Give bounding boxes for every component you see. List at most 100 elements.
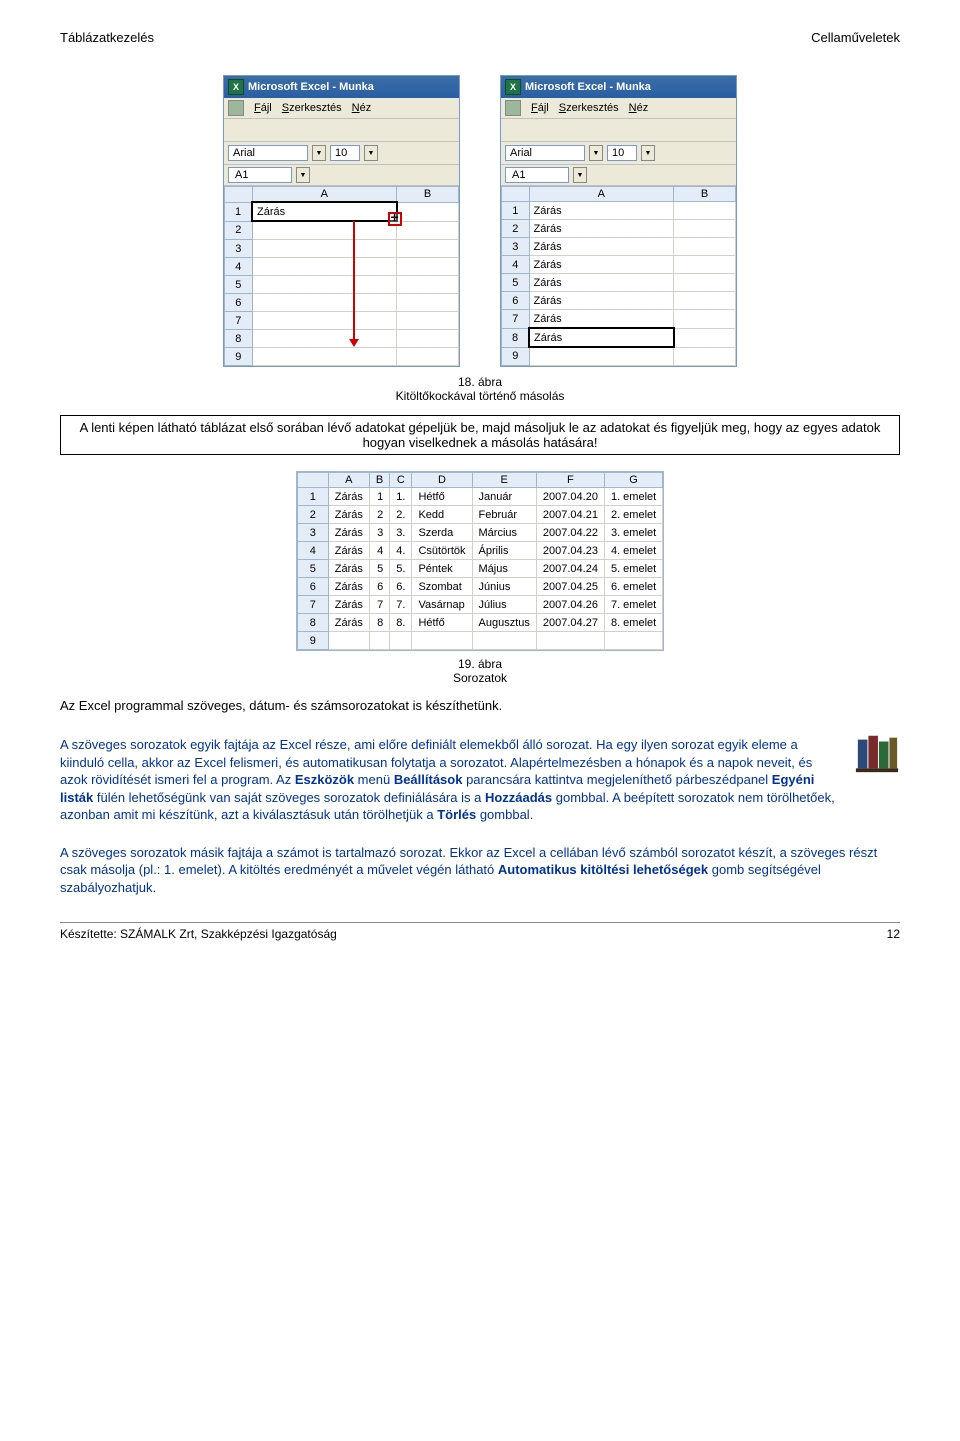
cell[interactable]: Augusztus: [472, 614, 536, 632]
row-header[interactable]: 8: [297, 614, 328, 632]
row-header[interactable]: 3: [502, 238, 530, 256]
cell[interactable]: 5. emelet: [604, 560, 662, 578]
col-header-a[interactable]: A: [529, 187, 674, 202]
cell[interactable]: [369, 632, 389, 650]
row-header[interactable]: 1: [225, 202, 253, 221]
cell[interactable]: Január: [472, 488, 536, 506]
row-header[interactable]: 2: [297, 506, 328, 524]
col-header[interactable]: B: [369, 473, 389, 488]
chevron-down-icon[interactable]: ▼: [364, 145, 378, 161]
cell[interactable]: 2007.04.24: [536, 560, 604, 578]
chevron-down-icon[interactable]: ▼: [296, 167, 310, 183]
row-header[interactable]: 9: [297, 632, 328, 650]
cell[interactable]: [529, 347, 674, 366]
cell[interactable]: Június: [472, 578, 536, 596]
chevron-down-icon[interactable]: ▼: [589, 145, 603, 161]
cell[interactable]: [397, 330, 459, 348]
cell[interactable]: [674, 274, 736, 292]
fill-handle[interactable]: +: [388, 212, 402, 226]
cell-a1[interactable]: Zárás +: [252, 202, 397, 221]
cell[interactable]: Zárás: [328, 506, 369, 524]
col-header-b[interactable]: B: [397, 187, 459, 203]
cell[interactable]: Április: [472, 542, 536, 560]
row-header[interactable]: 1: [297, 488, 328, 506]
row-header[interactable]: 9: [502, 347, 530, 366]
menu-file[interactable]: Fájl: [531, 102, 549, 114]
row-header[interactable]: 4: [225, 258, 253, 276]
row-header[interactable]: 8: [502, 328, 530, 347]
menu-edit[interactable]: Szerkesztés: [282, 102, 342, 114]
cell[interactable]: Zárás: [328, 488, 369, 506]
name-box[interactable]: A1: [505, 167, 569, 183]
cell[interactable]: [397, 348, 459, 366]
cell[interactable]: [674, 202, 736, 220]
cell[interactable]: Szombat: [412, 578, 472, 596]
cell[interactable]: 6.: [390, 578, 412, 596]
row-header[interactable]: 5: [502, 274, 530, 292]
row-header[interactable]: 7: [225, 312, 253, 330]
row-header[interactable]: 6: [297, 578, 328, 596]
row-header[interactable]: 1: [502, 202, 530, 220]
row-header[interactable]: 2: [502, 220, 530, 238]
cell[interactable]: Zárás: [529, 238, 674, 256]
cell[interactable]: Zárás: [328, 524, 369, 542]
cell[interactable]: 5: [369, 560, 389, 578]
cell[interactable]: [252, 348, 397, 366]
col-header[interactable]: A: [328, 473, 369, 488]
font-size-selector[interactable]: 10: [607, 145, 637, 161]
col-header-b[interactable]: B: [674, 187, 736, 202]
cell[interactable]: 8. emelet: [604, 614, 662, 632]
cell[interactable]: 2. emelet: [604, 506, 662, 524]
chevron-down-icon[interactable]: ▼: [573, 167, 587, 183]
cell[interactable]: 2007.04.26: [536, 596, 604, 614]
name-box[interactable]: A1: [228, 167, 292, 183]
cell[interactable]: Hétfő: [412, 614, 472, 632]
font-selector[interactable]: Arial: [505, 145, 585, 161]
cell[interactable]: [674, 220, 736, 238]
col-header[interactable]: D: [412, 473, 472, 488]
cell[interactable]: 4.: [390, 542, 412, 560]
cell[interactable]: Zárás: [529, 274, 674, 292]
row-header[interactable]: 9: [225, 348, 253, 366]
cell[interactable]: [397, 221, 459, 240]
cell[interactable]: [397, 240, 459, 258]
cell[interactable]: 8.: [390, 614, 412, 632]
cell[interactable]: 2007.04.21: [536, 506, 604, 524]
cell[interactable]: 6: [369, 578, 389, 596]
cell[interactable]: 2007.04.23: [536, 542, 604, 560]
cell[interactable]: Hétfő: [412, 488, 472, 506]
cell[interactable]: 8: [369, 614, 389, 632]
cell[interactable]: [390, 632, 412, 650]
cell[interactable]: 2.: [390, 506, 412, 524]
cell[interactable]: [328, 632, 369, 650]
cell[interactable]: [674, 256, 736, 274]
cell[interactable]: Zárás: [529, 292, 674, 310]
cell[interactable]: 3.: [390, 524, 412, 542]
cell[interactable]: 7: [369, 596, 389, 614]
cell[interactable]: 4: [369, 542, 389, 560]
cell[interactable]: 4. emelet: [604, 542, 662, 560]
cell[interactable]: Július: [472, 596, 536, 614]
cell[interactable]: Péntek: [412, 560, 472, 578]
cell[interactable]: 2007.04.27: [536, 614, 604, 632]
cell[interactable]: 2007.04.20: [536, 488, 604, 506]
cell[interactable]: 2007.04.25: [536, 578, 604, 596]
cell[interactable]: 3. emelet: [604, 524, 662, 542]
cell[interactable]: Zárás: [328, 578, 369, 596]
row-header[interactable]: 4: [502, 256, 530, 274]
cell[interactable]: [604, 632, 662, 650]
cell[interactable]: 7. emelet: [604, 596, 662, 614]
font-selector[interactable]: Arial: [228, 145, 308, 161]
cell[interactable]: 1: [369, 488, 389, 506]
cell[interactable]: Zárás: [328, 542, 369, 560]
cell[interactable]: Zárás: [328, 614, 369, 632]
cell[interactable]: Február: [472, 506, 536, 524]
menu-view[interactable]: Néz: [352, 102, 372, 114]
col-header[interactable]: F: [536, 473, 604, 488]
cell[interactable]: Május: [472, 560, 536, 578]
cell[interactable]: Zárás: [328, 560, 369, 578]
chevron-down-icon[interactable]: ▼: [312, 145, 326, 161]
cell[interactable]: 6. emelet: [604, 578, 662, 596]
cell[interactable]: Zárás: [529, 310, 674, 329]
cell[interactable]: 1. emelet: [604, 488, 662, 506]
